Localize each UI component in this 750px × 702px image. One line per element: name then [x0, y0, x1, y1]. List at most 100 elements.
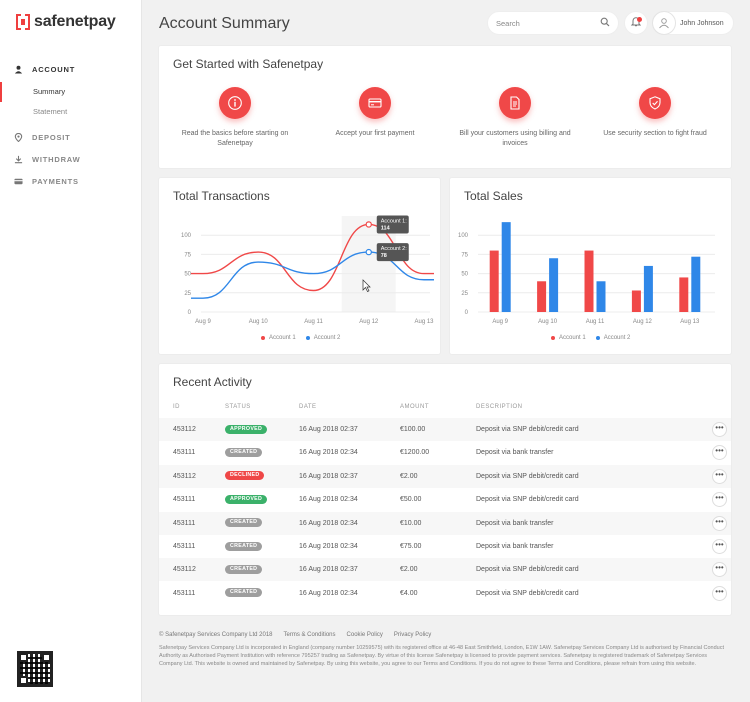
column-header-date[interactable]: DATE — [299, 404, 317, 410]
status-badge: APPROVED — [225, 494, 268, 504]
logo[interactable]: safenetpay — [16, 13, 116, 31]
x-tick-label: Aug 10 — [249, 319, 269, 325]
table-header: ID STATUS DATE AMOUNT DESCRIPTION — [159, 404, 731, 416]
total-sales-card: Total Sales 0 25 50 75 100 Aug 9 Aug 10 Aug 11 A… — [450, 178, 731, 354]
id-cell: 453112 — [173, 426, 196, 433]
legend-item[interactable]: Account 2 — [305, 335, 341, 341]
location-pin-icon — [14, 132, 23, 142]
status-badge: CREATED — [225, 565, 263, 575]
sidebar-subitem-summary[interactable]: Summary — [0, 82, 142, 102]
footer-links: © Safenetpay Services Company Ltd 2018 T… — [159, 632, 729, 638]
table-row[interactable]: 453111 CREATED 16 Aug 2018 02:34 €1200.00 De… — [159, 441, 731, 464]
more-options-icon[interactable]: ••• — [712, 422, 727, 437]
transactions-line-chart[interactable]: 0 25 50 75 100 Aug 9 Aug 10 Aug 11 Aug 12 Aug 13 A… — [159, 178, 440, 354]
data-point — [365, 248, 372, 256]
sidebar-item-withdraw[interactable]: WITHDRAW — [0, 148, 142, 170]
legend-swatch — [261, 336, 265, 340]
more-options-icon[interactable]: ••• — [712, 585, 727, 601]
table-row[interactable]: 453112 CREATED 16 Aug 2018 02:37 €2.00 Depos… — [159, 558, 731, 582]
bar — [489, 250, 499, 312]
status-cell: APPROVED — [225, 488, 268, 511]
sidebar-item-account[interactable]: ACCOUNT — [0, 58, 142, 80]
copyright-text: © Safenetpay Services Company Ltd 2018 — [159, 632, 273, 638]
search-icon[interactable] — [600, 14, 610, 32]
x-tick-label: Aug 11 — [304, 319, 323, 325]
notification-badge — [637, 17, 642, 22]
x-tick-label: Aug 13 — [414, 319, 434, 325]
footer-link-privacy[interactable]: Privacy Policy — [393, 632, 432, 638]
notifications-button[interactable] — [624, 11, 648, 35]
download-icon — [14, 155, 23, 164]
column-header-description[interactable]: DESCRIPTION — [476, 404, 523, 410]
table-row[interactable]: 453111 APPROVED 16 Aug 2018 02:34 €50.00 Dep… — [159, 488, 731, 511]
status-cell: CREATED — [225, 512, 263, 535]
document-icon — [499, 87, 531, 119]
sidebar-subitem-statement[interactable]: Statement — [33, 107, 68, 116]
bar — [537, 281, 547, 312]
step-accept-payment[interactable]: Accept your first payment — [310, 87, 440, 139]
status-badge: DECLINED — [225, 471, 265, 481]
footer-link-terms[interactable]: Terms & Conditions — [283, 632, 336, 638]
amount-cell: €100.00 — [400, 426, 426, 433]
status-cell: DECLINED — [225, 465, 265, 488]
legal-text: Safenetpay Services Company Ltd is incor… — [159, 645, 724, 667]
table-row[interactable]: 453111 CREATED 16 Aug 2018 02:34 €10.00 Depo… — [159, 511, 731, 535]
more-options-icon[interactable]: ••• — [712, 515, 727, 531]
legend-item[interactable]: Account 1 — [261, 335, 296, 341]
id-cell: 453112 — [173, 566, 196, 574]
more-options-icon[interactable]: ••• — [712, 445, 727, 461]
more-options-icon[interactable]: ••• — [712, 492, 727, 508]
step-text: Bill your customers using billing and in… — [459, 130, 571, 147]
legend-swatch — [305, 336, 310, 340]
bar — [549, 258, 559, 312]
y-tick-label: 75 — [461, 252, 468, 258]
amount-cell: €1200.00 — [400, 449, 430, 457]
column-header-id[interactable]: ID — [173, 404, 180, 410]
more-options-icon[interactable]: ••• — [712, 562, 727, 578]
sales-bar-chart[interactable]: 0 25 50 75 100 Aug 9 Aug 10 Aug 11 Aug 12 Aug 13 — [450, 178, 731, 354]
amount-cell: €75.00 — [400, 543, 422, 550]
tooltip-box — [376, 215, 409, 234]
transactions-legend: Account 1 Account 2 — [261, 335, 340, 341]
status-badge: CREATED — [225, 541, 263, 551]
sales-legend: Account 1 Account 2 — [551, 335, 630, 341]
sidebar-item-payments[interactable]: PAYMENTS — [0, 170, 142, 192]
step-read-basics[interactable]: Read the basics before starting on Safen… — [170, 87, 300, 149]
amount-cell: €2.00 — [400, 472, 418, 480]
tooltip-value: 114 — [381, 225, 391, 231]
table-row[interactable]: 453112 DECLINED 16 Aug 2018 02:37 €2.00 Depo… — [159, 464, 731, 488]
search-input[interactable] — [496, 18, 600, 28]
transactions-title: Total Transactions — [173, 189, 270, 203]
step-billing-invoices[interactable]: Bill your customers using billing and in… — [450, 87, 580, 149]
sidebar-item-deposit[interactable]: DEPOSIT — [0, 126, 142, 148]
column-header-status[interactable]: STATUS — [225, 404, 251, 410]
description-cell: Deposit via SNP debit/credit card — [476, 472, 579, 480]
status-cell: CREATED — [225, 441, 263, 464]
more-options-icon[interactable]: ••• — [712, 539, 727, 554]
column-header-amount[interactable]: AMOUNT — [400, 404, 429, 410]
y-tick-label: 0 — [465, 310, 469, 316]
description-cell: Deposit via SNP debit/credit card — [476, 426, 579, 433]
get-started-title: Get Started with Safenetpay — [173, 57, 324, 71]
info-icon — [219, 87, 251, 119]
status-cell: APPROVED — [225, 418, 268, 441]
footer-link-cookie[interactable]: Cookie Policy — [346, 632, 383, 638]
search-box[interactable] — [487, 11, 619, 35]
table-row[interactable]: 453111 CREATED 16 Aug 2018 02:34 €75.00 Depo… — [159, 535, 731, 558]
table-row[interactable]: 453111 CREATED 16 Aug 2018 02:34 €4.00 Depos… — [159, 582, 731, 605]
legend-item[interactable]: Account 1 — [551, 335, 586, 341]
legend-item[interactable]: Account 2 — [595, 335, 631, 341]
bar — [631, 290, 641, 312]
date-cell: 16 Aug 2018 02:34 — [299, 449, 358, 457]
table-row[interactable]: 453112 APPROVED 16 Aug 2018 02:37 €100.00 De… — [159, 418, 731, 441]
legend-label: Account 2 — [603, 335, 631, 341]
description-cell: Deposit via SNP debit/credit card — [476, 566, 579, 574]
logo-text: safenetpay — [34, 13, 116, 30]
step-security[interactable]: Use security section to fight fraud — [590, 87, 720, 139]
id-cell: 453111 — [173, 449, 196, 457]
more-options-icon[interactable]: ••• — [712, 468, 727, 484]
user-menu[interactable]: John Johnson — [652, 11, 734, 35]
date-cell: 16 Aug 2018 02:34 — [299, 543, 358, 550]
legend-label: Account 2 — [313, 335, 341, 341]
y-tick-label: 75 — [184, 252, 191, 258]
